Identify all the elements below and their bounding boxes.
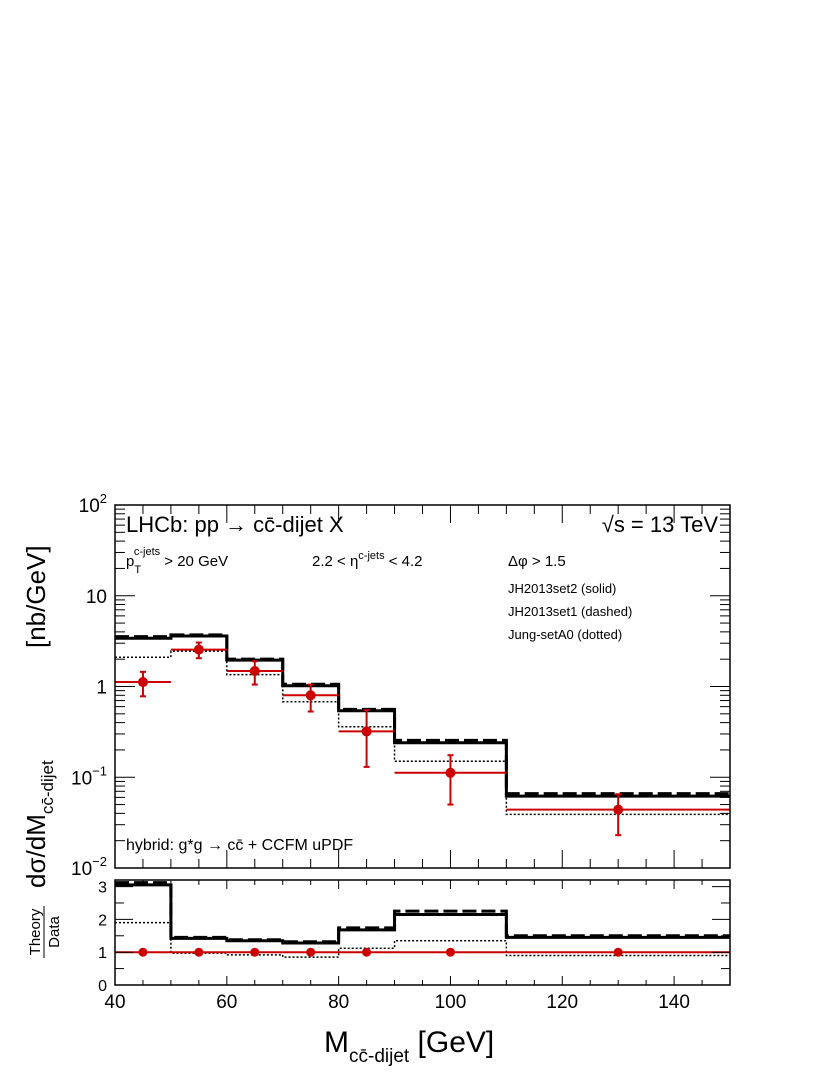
legend-entry: JH2013set2 (solid) bbox=[508, 581, 616, 596]
xtick-label: 140 bbox=[658, 992, 690, 1013]
ratio-data-marker bbox=[138, 947, 148, 957]
ratio-data-marker bbox=[362, 947, 372, 957]
main-ylabel: dσ/dMcc̄-dijet bbox=[21, 760, 57, 888]
main-data-point bbox=[282, 683, 339, 713]
x-axis-title: Mcc̄-dijet [GeV] bbox=[324, 1026, 494, 1067]
main-ylabel-unit: [nb/GeV] bbox=[21, 545, 51, 648]
ratio-data-marker bbox=[613, 947, 623, 957]
main-data-marker bbox=[445, 767, 456, 778]
main-series-dotted bbox=[115, 650, 730, 816]
ratio-data-marker bbox=[306, 947, 316, 957]
main-data-point bbox=[170, 641, 227, 660]
xtick-label: 40 bbox=[104, 992, 125, 1013]
main-title: LHCb: pp → cc̄-dijet X bbox=[126, 512, 344, 537]
main-data-marker bbox=[305, 690, 316, 701]
main-data-point bbox=[338, 709, 395, 768]
main-ytick-label: 10−2 bbox=[71, 854, 107, 880]
legend-entry: JH2013set1 (dashed) bbox=[508, 604, 632, 619]
ratio-ytick-label: 0 bbox=[98, 978, 107, 995]
main-ytick-label: 1 bbox=[96, 678, 107, 699]
main-panel bbox=[114, 504, 731, 869]
xtick-label: 120 bbox=[546, 992, 578, 1013]
ratio-series-dashed bbox=[115, 881, 730, 944]
ratio-ylabel-num: Theory bbox=[27, 908, 44, 955]
main-data-point bbox=[226, 660, 283, 686]
ratio-ytick-label: 2 bbox=[98, 912, 107, 929]
main-data-point bbox=[506, 793, 730, 837]
main-data-marker bbox=[137, 677, 148, 688]
hybrid-annotation: hybrid: g*g → cc̄ + CCFM uPDF bbox=[126, 837, 353, 854]
main-data-marker bbox=[613, 804, 624, 815]
ratio-ytick-label: 1 bbox=[98, 945, 107, 962]
cut-dphi: Δφ > 1.5 bbox=[508, 553, 566, 570]
cut-pt: pTc-jets > 20 GeV bbox=[126, 546, 228, 576]
main-ytick-label: 10−1 bbox=[71, 763, 107, 789]
ratio-ylabel-den: Data bbox=[46, 916, 63, 948]
ratio-data-marker bbox=[445, 947, 455, 957]
ratio-data-marker bbox=[194, 947, 204, 957]
ratio-ytick-label: 3 bbox=[98, 880, 107, 897]
energy-label: √s = 13 TeV bbox=[602, 512, 719, 537]
cut-eta: 2.2 < ηc-jets < 4.2 bbox=[312, 550, 423, 570]
main-data-point bbox=[115, 670, 171, 698]
main-series-dashed bbox=[115, 633, 730, 796]
ratio-panel bbox=[114, 879, 731, 986]
main-data-point bbox=[394, 754, 507, 806]
main-data-marker bbox=[361, 726, 372, 737]
ratio-frame bbox=[114, 879, 731, 986]
xtick-label: 80 bbox=[328, 992, 349, 1013]
xtick-label: 60 bbox=[216, 992, 237, 1013]
main-data-marker bbox=[249, 666, 260, 677]
main-data-marker bbox=[193, 644, 204, 655]
main-ytick-label: 10 bbox=[86, 587, 107, 608]
ratio-ylabel: Theory Data bbox=[27, 906, 63, 958]
main-ytick-label: 102 bbox=[79, 491, 107, 517]
ratio-data-marker bbox=[250, 947, 260, 957]
xtick-label: 100 bbox=[435, 992, 467, 1013]
legend-entry: Jung-setA0 (dotted) bbox=[508, 627, 622, 642]
